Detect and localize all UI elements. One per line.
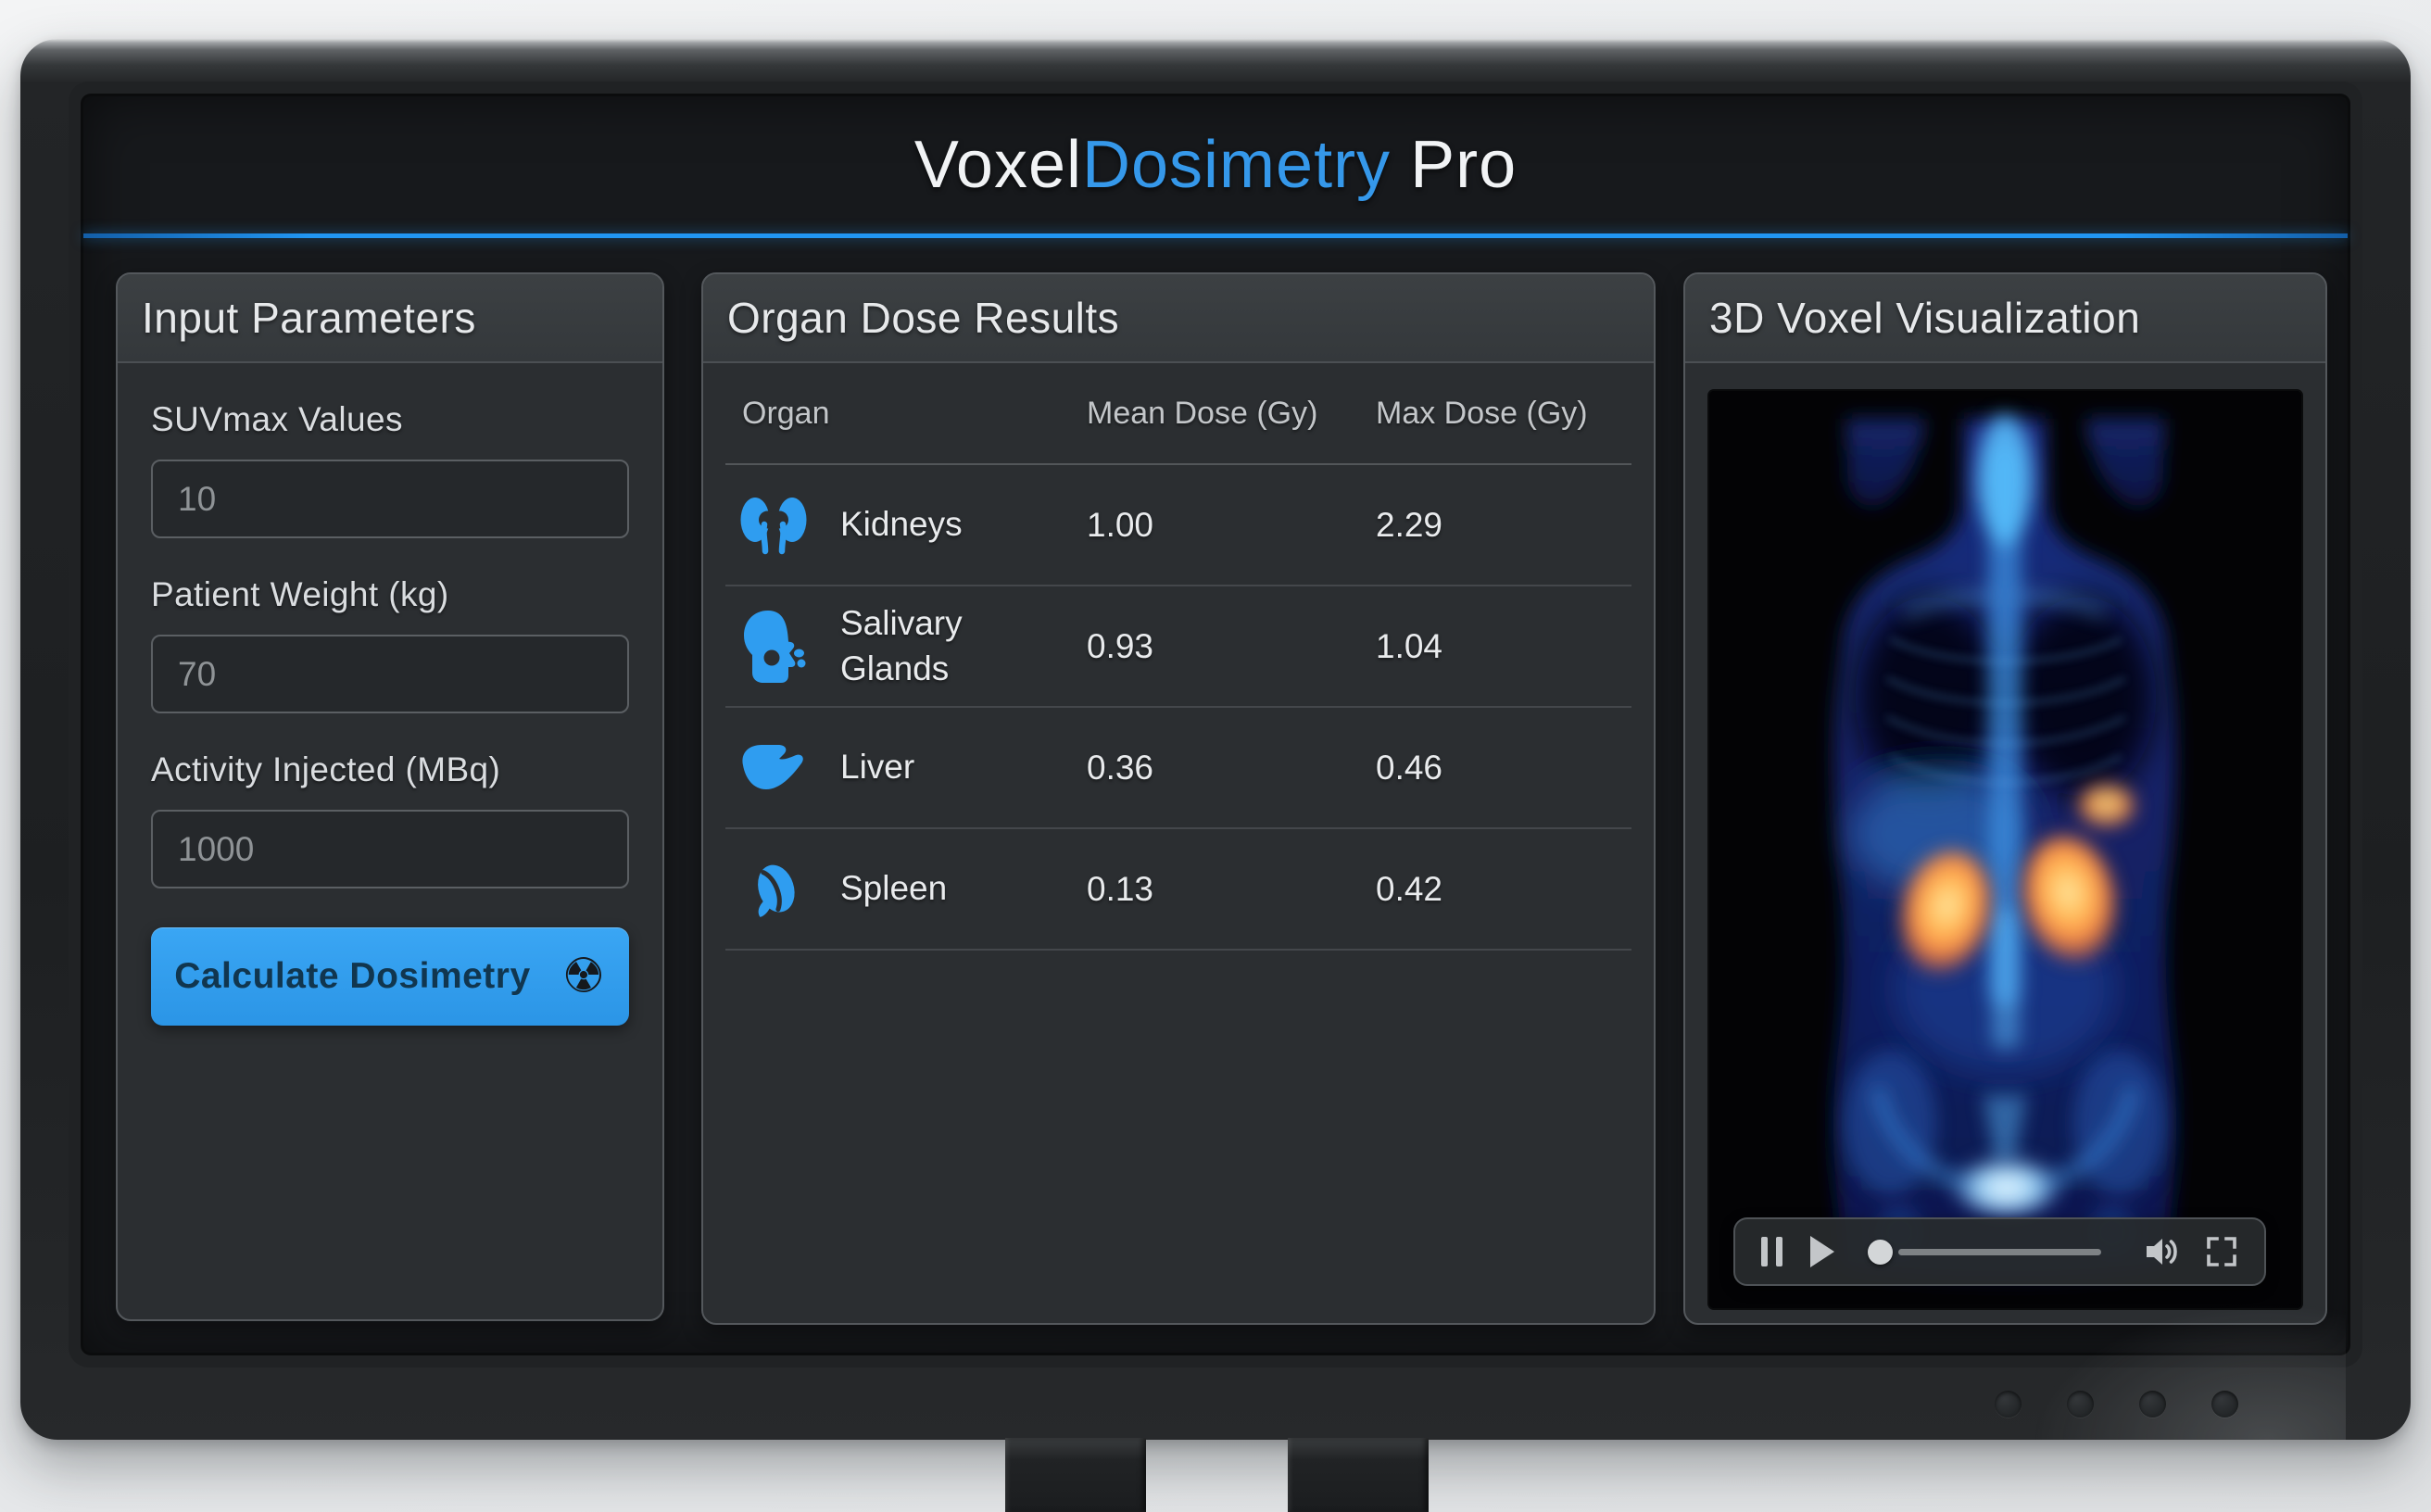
monitor-button-3[interactable] bbox=[2139, 1391, 2166, 1418]
mean-dose-value: 0.93 bbox=[1087, 626, 1154, 665]
volume-icon[interactable] bbox=[2144, 1234, 2181, 1269]
calculate-dosimetry-button[interactable]: Calculate Dosimetry ☢ bbox=[151, 927, 629, 1026]
kidneys-icon bbox=[737, 495, 811, 556]
column-header-max-dose: Max Dose (Gy) bbox=[1376, 395, 1588, 431]
max-dose-value: 1.04 bbox=[1376, 626, 1443, 665]
organ-name: Salivary Glands bbox=[840, 604, 963, 687]
app-title-accent: Dosimetry bbox=[1082, 128, 1392, 202]
mean-dose-value: 0.13 bbox=[1087, 869, 1154, 908]
fullscreen-icon[interactable] bbox=[2205, 1235, 2238, 1268]
patient-weight-input[interactable] bbox=[151, 635, 629, 713]
pet-scan-rendering bbox=[1709, 391, 2301, 1308]
radiation-icon: ☢ bbox=[561, 950, 606, 1003]
video-player-controls bbox=[1733, 1217, 2266, 1286]
input-panel-body: SUVmax Values Patient Weight (kg) Activi… bbox=[118, 400, 662, 1026]
app-titlebar: VoxelDosimetry Pro bbox=[83, 96, 2348, 233]
spleen-icon bbox=[737, 854, 811, 925]
results-panel-title: Organ Dose Results bbox=[703, 274, 1654, 363]
column-header-mean-dose: Mean Dose (Gy) bbox=[1087, 395, 1318, 431]
organ-name: Liver bbox=[840, 748, 915, 787]
results-table: Organ Mean Dose (Gy) Max Dose (Gy) bbox=[703, 363, 1654, 951]
pet-scan-image bbox=[1709, 391, 2301, 1308]
progress-track[interactable] bbox=[1898, 1248, 2101, 1255]
pause-icon[interactable] bbox=[1761, 1237, 1782, 1266]
monitor-control-buttons bbox=[1995, 1391, 2238, 1418]
title-divider bbox=[83, 233, 2348, 238]
app-title-right: Pro bbox=[1391, 128, 1518, 202]
calculate-dosimetry-label: Calculate Dosimetry bbox=[174, 956, 531, 996]
table-row-liver: Liver 0.36 0.46 bbox=[725, 708, 1631, 829]
monitor: VoxelDosimetry Pro Input Parameters SUVm… bbox=[20, 39, 2411, 1440]
suvmax-label: SUVmax Values bbox=[151, 400, 403, 438]
monitor-button-4[interactable] bbox=[2211, 1391, 2238, 1418]
max-dose-value: 0.42 bbox=[1376, 869, 1443, 908]
mean-dose-value: 0.36 bbox=[1087, 748, 1154, 787]
viz-panel-title: 3D Voxel Visualization bbox=[1685, 274, 2325, 363]
suvmax-input[interactable] bbox=[151, 460, 629, 538]
input-parameters-panel: Input Parameters SUVmax Values Patient W… bbox=[116, 272, 664, 1321]
input-panel-title: Input Parameters bbox=[118, 274, 662, 363]
column-header-organ: Organ bbox=[742, 395, 830, 431]
salivary-glands-icon bbox=[737, 608, 811, 686]
monitor-stand-leg-left bbox=[1005, 1438, 1146, 1512]
patient-weight-label: Patient Weight (kg) bbox=[151, 575, 449, 613]
activity-injected-label: Activity Injected (MBq) bbox=[151, 750, 501, 788]
table-row-salivary-glands: Salivary Glands 0.93 1.04 bbox=[725, 586, 1631, 708]
results-table-header: Organ Mean Dose (Gy) Max Dose (Gy) bbox=[725, 363, 1631, 465]
table-row-kidneys: Kidneys 1.00 2.29 bbox=[725, 465, 1631, 586]
monitor-button-1[interactable] bbox=[1995, 1391, 2022, 1418]
screen: VoxelDosimetry Pro Input Parameters SUVm… bbox=[83, 96, 2348, 1353]
organ-name: Spleen bbox=[840, 869, 948, 908]
mean-dose-value: 1.00 bbox=[1087, 505, 1154, 544]
progress-slider[interactable] bbox=[1868, 1239, 2120, 1265]
max-dose-value: 0.46 bbox=[1376, 748, 1443, 787]
app-title-left: Voxel bbox=[913, 128, 1083, 202]
activity-injected-input[interactable] bbox=[151, 810, 629, 888]
app-title: VoxelDosimetry Pro bbox=[914, 127, 1517, 203]
table-row-spleen: Spleen 0.13 0.42 bbox=[725, 829, 1631, 951]
voxel-visualization-panel: 3D Voxel Visualization bbox=[1683, 272, 2327, 1325]
liver-icon bbox=[737, 740, 811, 796]
play-icon[interactable] bbox=[1810, 1236, 1834, 1267]
monitor-button-2[interactable] bbox=[2067, 1391, 2094, 1418]
monitor-stand-leg-right bbox=[1288, 1438, 1429, 1512]
organ-name: Kidneys bbox=[840, 505, 963, 544]
organ-dose-results-panel: Organ Dose Results Organ Mean Dose (Gy) … bbox=[701, 272, 1656, 1325]
max-dose-value: 2.29 bbox=[1376, 505, 1443, 544]
progress-knob[interactable] bbox=[1868, 1239, 1893, 1265]
